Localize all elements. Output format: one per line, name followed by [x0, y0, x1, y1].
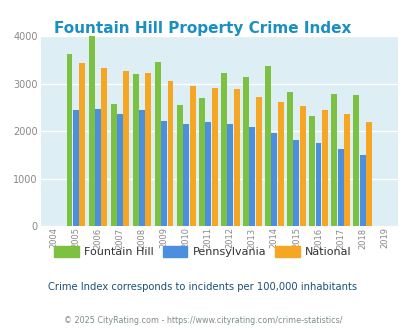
Bar — [88, 36, 94, 226]
Bar — [343, 114, 349, 226]
Bar — [198, 98, 204, 226]
Bar — [161, 121, 167, 226]
Bar — [359, 155, 364, 226]
Bar — [66, 54, 72, 226]
Bar — [365, 122, 371, 226]
Bar — [227, 123, 232, 226]
Bar — [110, 104, 116, 226]
Bar — [183, 123, 189, 226]
Bar — [293, 140, 298, 226]
Bar — [211, 87, 217, 226]
Bar — [79, 63, 85, 226]
Bar — [95, 109, 101, 226]
Bar — [308, 116, 314, 226]
Text: © 2025 CityRating.com - https://www.cityrating.com/crime-statistics/: © 2025 CityRating.com - https://www.city… — [64, 316, 341, 325]
Bar — [220, 73, 226, 226]
Bar — [117, 114, 123, 226]
Bar — [255, 97, 261, 226]
Bar — [233, 89, 239, 226]
Bar — [330, 94, 336, 226]
Bar — [123, 71, 129, 226]
Bar — [167, 82, 173, 226]
Bar — [139, 110, 145, 226]
Bar — [271, 133, 277, 226]
Bar — [321, 110, 327, 226]
Bar — [154, 62, 160, 226]
Bar — [299, 106, 305, 226]
Bar — [101, 68, 107, 226]
Bar — [286, 92, 292, 226]
Bar — [249, 127, 255, 226]
Bar — [352, 95, 358, 226]
Bar — [315, 143, 321, 226]
Bar — [132, 74, 138, 226]
Bar — [189, 86, 195, 226]
Text: Crime Index corresponds to incidents per 100,000 inhabitants: Crime Index corresponds to incidents per… — [48, 282, 357, 292]
Bar — [73, 110, 79, 226]
Bar — [277, 102, 283, 226]
Bar — [145, 73, 151, 226]
Text: Fountain Hill Property Crime Index: Fountain Hill Property Crime Index — [54, 21, 351, 36]
Bar — [264, 66, 270, 226]
Bar — [242, 77, 248, 226]
Bar — [337, 149, 343, 226]
Legend: Fountain Hill, Pennsylvania, National: Fountain Hill, Pennsylvania, National — [49, 242, 356, 262]
Bar — [205, 122, 211, 226]
Bar — [176, 105, 182, 226]
